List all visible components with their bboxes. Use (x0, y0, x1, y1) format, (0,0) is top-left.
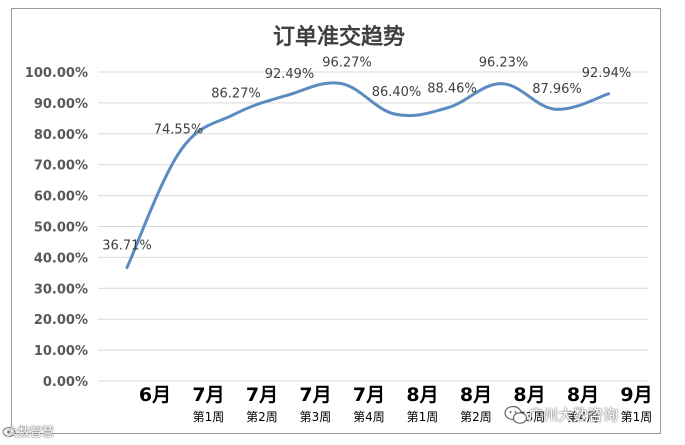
weibo-icon (2, 427, 16, 437)
y-tick-label: 40.00% (34, 251, 88, 266)
data-label: 92.49% (265, 67, 315, 82)
y-tick-label: 30.00% (34, 282, 88, 297)
chart-title: 订单准交趋势 (273, 24, 405, 50)
watermark-left: 大数智慧 (6, 425, 55, 439)
series-line (125, 81, 610, 270)
x-tick-week: 第3周 (300, 410, 332, 424)
data-label: 36.71% (102, 239, 152, 254)
x-tick-week: 第4周 (567, 410, 599, 424)
x-tick-month: 9月 (620, 384, 652, 406)
x-tick-month: 7月 (192, 384, 224, 406)
data-label: 96.27% (322, 56, 372, 71)
x-tick-month: 7月 (299, 384, 331, 406)
data-point (339, 82, 343, 86)
data-point (393, 112, 396, 116)
data-point (500, 82, 503, 86)
x-tick-month: 8月 (567, 384, 599, 406)
data-point (286, 93, 289, 97)
data-labels: 36.71% 74.55% 86.27% 92.49% 96.27%86.40% 88.4… (102, 56, 631, 270)
y-tick-label: 50.00% (34, 221, 88, 236)
data-point (607, 92, 610, 96)
x-tick-month: 8月 (460, 384, 492, 406)
data-point (125, 266, 129, 270)
x-tick-month: 7月 (246, 384, 278, 406)
x-tick-month: 7月 (353, 384, 385, 406)
wechat-icon (504, 405, 528, 424)
data-label: 74.55% (154, 123, 204, 138)
x-tick-week: 第2周 (460, 410, 492, 424)
y-tick-label: 20.00% (34, 313, 88, 328)
data-label: 88.46% (427, 82, 477, 97)
chart-frame (11, 8, 661, 434)
y-tick-label: 0.00% (43, 375, 88, 390)
x-tick-week: 第4周 (353, 410, 385, 424)
data-point (553, 107, 557, 111)
data-label: 92.94% (582, 66, 632, 81)
y-tick-label: 10.00% (34, 344, 88, 359)
data-point (179, 149, 182, 153)
x-tick-month: 8月 (406, 384, 438, 406)
y-tick-label: 60.00% (34, 190, 88, 205)
x-tick-month: 8月 (513, 384, 545, 406)
data-label: 86.40% (372, 85, 422, 100)
data-label: 87.96% (532, 82, 582, 97)
data-point (446, 106, 450, 110)
data-point (232, 112, 236, 116)
y-axis: 0.00% 10.00% 20.00% 30.00% 40.00% 50.00% 60.00… (25, 66, 88, 390)
y-tick-label: 70.00% (34, 159, 88, 174)
x-axis: 6月 7月第1周7月第2周7月第3周7月第4周8月第1周8月第2周8月第3周8月第… (139, 384, 653, 424)
x-tick-week: 第1周 (407, 410, 439, 424)
x-tick-week: 第2周 (246, 410, 278, 424)
data-label: 86.27% (211, 86, 261, 101)
watermark-right: 广州大数咨询 (528, 406, 619, 424)
y-tick-label: 100.00% (25, 66, 88, 81)
x-tick-week: 第1周 (621, 410, 653, 424)
y-tick-label: 90.00% (34, 97, 88, 112)
data-label: 96.23% (479, 56, 529, 71)
x-tick-week: 第1周 (193, 410, 225, 424)
y-tick-label: 80.00% (34, 128, 88, 143)
x-tick-month: 6月 (139, 384, 171, 406)
gridlines (98, 71, 648, 382)
